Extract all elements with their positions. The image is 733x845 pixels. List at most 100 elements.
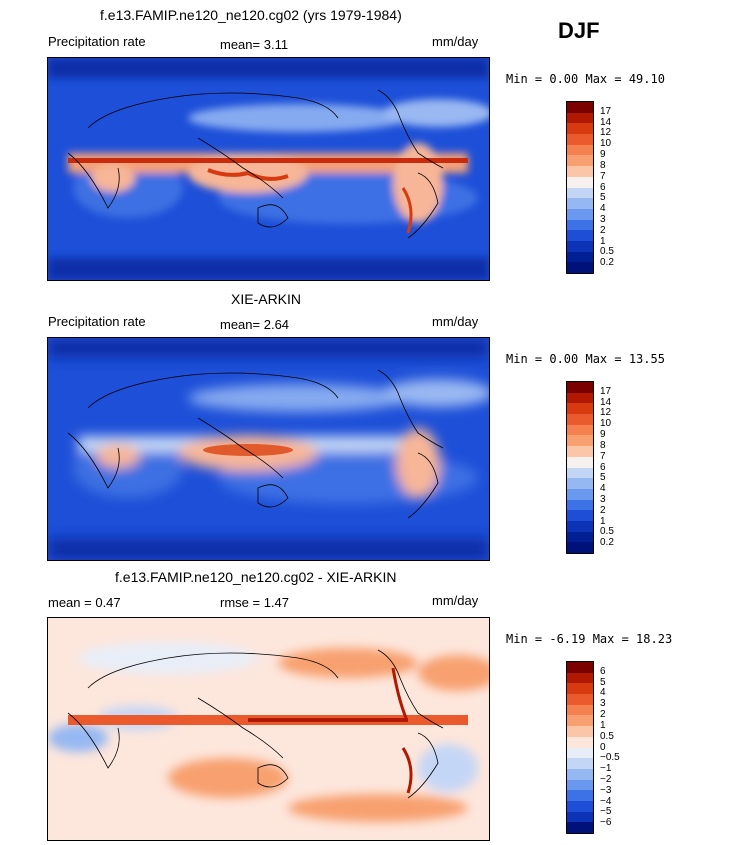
colorbar-swatch [567, 102, 593, 113]
colorbar-swatch [567, 488, 593, 500]
panel-3-units: mm/day [432, 593, 479, 608]
colorbar-swatch [567, 414, 593, 425]
panel-3-minmax: Min = -6.19 Max = 18.23 [506, 632, 673, 646]
colorbar-tick-label: 14 [600, 396, 612, 408]
colorbar-swatch [567, 187, 593, 199]
panel-1-mean: mean= 3.11 [220, 37, 289, 52]
colorbar-swatch [567, 683, 593, 695]
colorbar-tick-label: 0.5 [600, 730, 614, 742]
colorbar-swatch [567, 779, 593, 791]
colorbar-swatch [567, 251, 593, 263]
panel-2-map-field [48, 338, 493, 560]
colorbar-swatch [567, 208, 593, 220]
panel-3-title: f.e13.FAMIP.ne120_ne120.cg02 - XIE-ARKIN [115, 569, 397, 585]
colorbar-swatch [567, 198, 593, 209]
panel-2-units: mm/day [432, 314, 479, 329]
colorbar-tick-label: 3 [600, 493, 606, 505]
colorbar-swatch [567, 768, 593, 780]
colorbar-swatch [567, 240, 593, 252]
colorbar-swatch [567, 155, 593, 167]
colorbar-tick-label: 2 [600, 709, 606, 721]
colorbar-tick-label: −1 [600, 763, 612, 775]
colorbar-swatch [567, 446, 593, 457]
colorbar-swatch [567, 800, 593, 812]
colorbar-tick-label: 1 [600, 719, 606, 731]
colorbar-tick-label: 5 [600, 676, 606, 688]
colorbar-tick-label: 6 [600, 181, 606, 193]
panel-3-map [47, 617, 498, 841]
colorbar-tick-label: 7 [600, 450, 606, 462]
panel-1-units: mm/day [432, 34, 479, 49]
colorbar-tick-label: 0.2 [600, 257, 614, 269]
colorbar-tick-label: 1 [600, 515, 606, 527]
colorbar-tick-label: 4 [600, 687, 606, 699]
colorbar-swatch [567, 144, 593, 156]
colorbar-tick-label: 9 [600, 149, 606, 161]
colorbar-tick-label: 0.2 [600, 537, 614, 549]
colorbar-swatch [567, 790, 593, 801]
colorbar-swatch [567, 531, 593, 543]
colorbar-swatch [567, 715, 593, 727]
panel-2-colorbar [566, 381, 594, 554]
colorbar-swatch [567, 176, 593, 188]
colorbar-tick-label: 7 [600, 170, 606, 182]
colorbar-swatch [567, 392, 593, 404]
colorbar-swatch [567, 811, 593, 823]
colorbar-tick-label: −3 [600, 784, 612, 796]
colorbar-tick-label: −4 [600, 795, 612, 807]
panel-1-map-field [48, 58, 493, 280]
colorbar-tick-label: −5 [600, 806, 612, 818]
colorbar-swatch [567, 219, 593, 231]
colorbar-swatch [567, 542, 593, 553]
colorbar-swatch [567, 694, 593, 705]
colorbar-swatch [567, 134, 593, 145]
colorbar-swatch [567, 166, 593, 177]
colorbar-swatch [567, 520, 593, 532]
panel-2-title: XIE-ARKIN [231, 291, 302, 307]
season-label: DJF [558, 18, 600, 43]
colorbar-tick-label: 3 [600, 213, 606, 225]
colorbar-tick-label: −0.5 [600, 752, 620, 764]
panel-2-minmax: Min = 0.00 Max = 13.55 [506, 352, 665, 366]
colorbar-tick-label: 12 [600, 407, 612, 419]
colorbar-swatch [567, 726, 593, 737]
panel-2-variable-label: Precipitation rate [48, 314, 146, 329]
panel-3-rmse: rmse = 1.47 [220, 595, 290, 610]
colorbar-tick-label: 8 [600, 159, 606, 171]
panel-3-colorbar [566, 661, 594, 834]
panel-1-minmax: Min = 0.00 Max = 49.10 [506, 72, 665, 86]
colorbar-tick-label: 17 [600, 105, 612, 117]
colorbar-swatch [567, 510, 593, 521]
colorbar-tick-label: 0 [600, 741, 606, 753]
panel-3-map-field [48, 618, 498, 840]
colorbar-tick-label: 12 [600, 127, 612, 139]
colorbar-swatch [567, 435, 593, 447]
colorbar-swatch [567, 456, 593, 468]
colorbar-tick-label: 2 [600, 504, 606, 516]
colorbar-tick-label: 4 [600, 203, 606, 215]
colorbar-swatch [567, 230, 593, 241]
colorbar-swatch [567, 672, 593, 684]
panel-2-mean: mean= 2.64 [220, 317, 290, 332]
colorbar-swatch [567, 747, 593, 759]
colorbar-tick-label: 0.5 [600, 246, 614, 258]
colorbar-tick-label: 1 [600, 235, 606, 247]
colorbar-swatch [567, 112, 593, 124]
colorbar-tick-label: 2 [600, 224, 606, 236]
colorbar-tick-label: 9 [600, 429, 606, 441]
colorbar-swatch [567, 662, 593, 673]
colorbar-swatch [567, 123, 593, 135]
panel-1-variable-label: Precipitation rate [48, 34, 146, 49]
colorbar-tick-label: 0.5 [600, 526, 614, 538]
colorbar-tick-label: 14 [600, 116, 612, 128]
colorbar-swatch [567, 262, 593, 273]
panel-1-map [47, 57, 493, 281]
colorbar-swatch [567, 382, 593, 393]
panel-2-map [47, 337, 493, 561]
colorbar-swatch [567, 736, 593, 748]
colorbar-swatch [567, 758, 593, 769]
colorbar-swatch [567, 704, 593, 716]
colorbar-swatch [567, 499, 593, 511]
colorbar-tick-label: 5 [600, 472, 606, 484]
panel-1-title: f.e13.FAMIP.ne120_ne120.cg02 (yrs 1979-1… [100, 7, 402, 23]
